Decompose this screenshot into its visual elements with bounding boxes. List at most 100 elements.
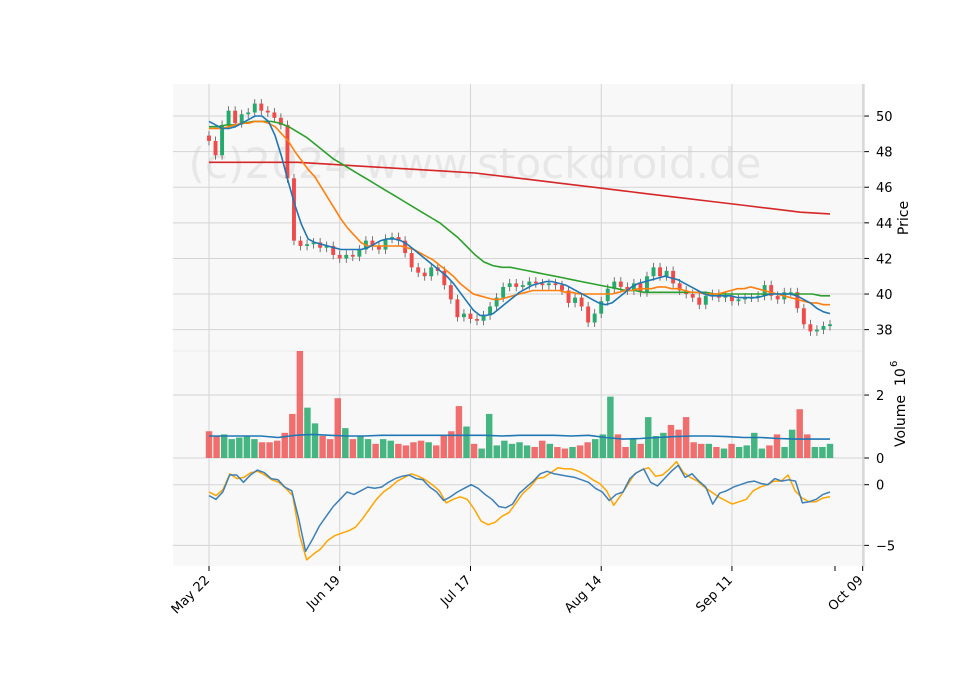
candle-down <box>729 295 734 302</box>
candle-up <box>481 315 486 321</box>
volume-bar-down <box>584 442 591 458</box>
volume-bar-up <box>379 439 387 458</box>
volume-bar-down <box>728 443 735 458</box>
candle-down <box>586 306 591 323</box>
panel-background-0 <box>173 84 864 351</box>
volume-bar-up <box>592 439 599 458</box>
candle-down <box>690 294 695 298</box>
volume-bar-up <box>652 435 660 458</box>
candle-down <box>272 112 277 118</box>
candle-up <box>429 267 434 277</box>
moving-average-slow-line <box>209 120 830 297</box>
candle-down <box>514 283 519 287</box>
volume-bar-down <box>281 432 288 458</box>
volume-bar-up <box>811 446 819 458</box>
candle-down <box>259 103 264 111</box>
volume-bar-down <box>266 442 273 458</box>
candle-down <box>292 178 296 241</box>
candle-down <box>350 254 355 257</box>
volume-bar-down <box>455 406 463 458</box>
volume-bar-up <box>629 439 637 458</box>
volume-bar-up <box>826 443 834 458</box>
volume-bar-up <box>243 435 251 458</box>
volume-bar-up <box>523 445 531 458</box>
candle-down <box>468 313 473 319</box>
price-y-tick-label: 40 <box>876 288 893 303</box>
candle-down <box>233 110 238 124</box>
volume-bar-down <box>554 446 561 458</box>
volume-bar-up <box>599 434 607 458</box>
volume-bar-down <box>205 431 213 458</box>
candle-up <box>605 288 610 302</box>
volume-bar-down <box>410 442 417 458</box>
volume-bar-down <box>395 443 402 458</box>
candle-up <box>703 295 708 305</box>
candle-up <box>252 103 257 113</box>
volume-bar-down <box>773 434 781 458</box>
volume-bar-up <box>569 446 576 458</box>
moving-average-mid-line <box>209 120 830 306</box>
candle-up <box>239 114 244 124</box>
volume-bar-up <box>236 437 243 458</box>
price-y-tick-label: 50 <box>876 110 893 125</box>
volume-bar-down <box>470 443 478 458</box>
oscillator-macd-line <box>208 464 831 553</box>
candle-up <box>527 281 532 286</box>
volume-bar-down <box>296 351 304 458</box>
candle-down <box>560 285 564 291</box>
volume-bar-up <box>364 439 372 458</box>
candle-down <box>278 117 283 125</box>
candle-up <box>821 326 826 330</box>
candle-up <box>573 297 578 303</box>
watermark-text: (c)2024 www.stockdroid.de <box>189 139 762 188</box>
panel-background-2 <box>173 458 864 566</box>
candle-up <box>311 242 316 245</box>
candle-down <box>553 283 558 286</box>
volume-bar-up <box>251 439 258 458</box>
volume-bar-down <box>448 431 455 458</box>
candle-up <box>324 245 329 248</box>
volume-bar-down <box>372 443 379 458</box>
candle-down <box>409 253 414 268</box>
volume-bar-up <box>720 448 728 458</box>
candle-down <box>265 110 270 113</box>
volume-bar-down <box>432 445 440 458</box>
candle-down <box>697 297 702 305</box>
volume-axis-exponent-base: 10 <box>893 368 909 386</box>
volume-bar-down <box>334 398 341 458</box>
x-tick-label: Oct 09 <box>826 573 867 614</box>
candle-up <box>357 249 362 257</box>
price-y-tick-label: 38 <box>876 324 893 339</box>
volume-bar-up <box>220 434 228 458</box>
candle-up <box>488 306 493 316</box>
volume-panel <box>205 351 834 458</box>
price-y-tick-label: 46 <box>876 181 893 196</box>
volume-bar-down <box>690 442 697 458</box>
candle-up <box>814 329 819 332</box>
volume-bar-up <box>743 445 750 458</box>
price-y-tick-label: 42 <box>876 252 893 267</box>
candle-down <box>376 245 381 250</box>
volume-bar-up <box>735 446 743 458</box>
volume-bar-up <box>357 435 364 458</box>
volume-bar-down <box>622 446 629 458</box>
volume-bar-down <box>561 448 569 458</box>
candle-up <box>645 276 649 293</box>
volume-bar-up <box>781 446 788 458</box>
candle-up <box>592 313 597 323</box>
candle-down <box>579 297 584 307</box>
candle-down <box>455 299 460 318</box>
candle-down <box>618 281 623 287</box>
price-panel <box>207 99 832 336</box>
candle-down <box>298 240 303 246</box>
volume-bar-up <box>425 442 432 458</box>
candle-up <box>612 281 617 289</box>
volume-bar-up <box>660 432 667 458</box>
candle-up <box>246 112 251 115</box>
candle-up <box>631 283 636 291</box>
volume-bar-down <box>796 409 803 458</box>
candle-down <box>213 140 218 156</box>
candle-down <box>801 308 806 325</box>
candle-down <box>638 283 643 293</box>
volume-bar-down <box>576 445 584 458</box>
